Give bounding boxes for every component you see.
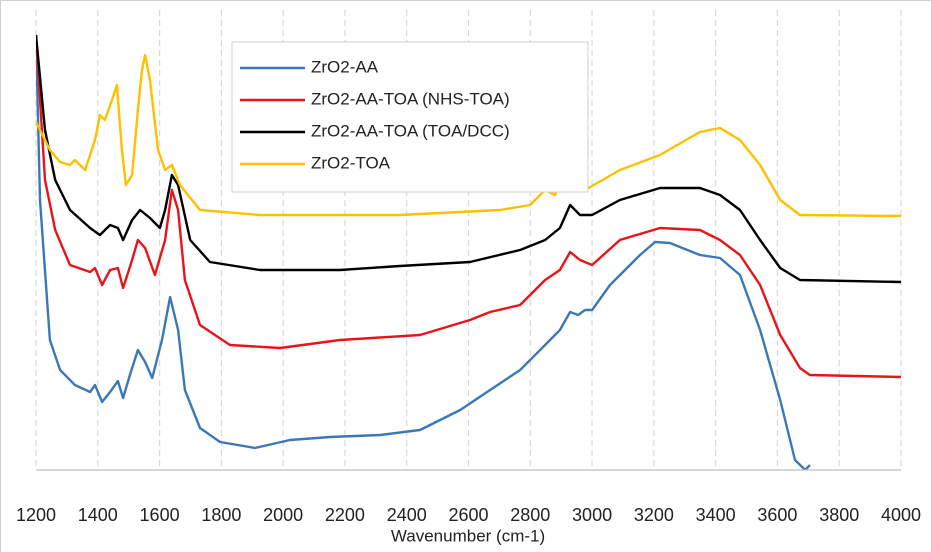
x-tick-label: 2400	[387, 505, 427, 525]
plot-area	[36, 34, 901, 470]
x-tick-label: 3200	[634, 505, 674, 525]
x-tick-label: 3600	[757, 505, 797, 525]
legend-label: ZrO2-TOA	[311, 153, 391, 172]
x-tick-label: 1800	[201, 505, 241, 525]
legend-box	[231, 41, 589, 193]
legend: ZrO2-AA ZrO2-AA-TOA (NHS-TOA) ZrO2-AA-TOA …	[231, 41, 589, 193]
x-tick-label: 1400	[78, 505, 118, 525]
x-tick-label: 1600	[140, 505, 180, 525]
legend-label: ZrO2-AA	[311, 57, 379, 76]
x-tick-label: 3800	[819, 505, 859, 525]
series-line	[36, 34, 901, 284]
x-tick-label: 1200	[16, 505, 56, 525]
series-line	[36, 34, 811, 470]
x-tick-label: 2000	[263, 505, 303, 525]
x-tick-label: 2800	[510, 505, 550, 525]
x-tick-label: 3000	[572, 505, 612, 525]
series-line	[36, 53, 901, 218]
legend-label: ZrO2-AA-TOA (NHS-TOA)	[311, 89, 510, 108]
x-axis-title: Wavenumber (cm-1)	[391, 526, 545, 545]
x-axis: 1200 1400 1600 1800 2000 2200 2400 2600 2800 3000…	[16, 469, 921, 525]
series-line	[36, 34, 901, 379]
x-tick-label: 3400	[696, 505, 736, 525]
x-tick-label: 2200	[325, 505, 365, 525]
x-tick-label: 2600	[448, 505, 488, 525]
x-tick-label: 4000	[881, 505, 921, 525]
legend-label: ZrO2-AA-TOA (TOA/DCC)	[311, 121, 510, 140]
